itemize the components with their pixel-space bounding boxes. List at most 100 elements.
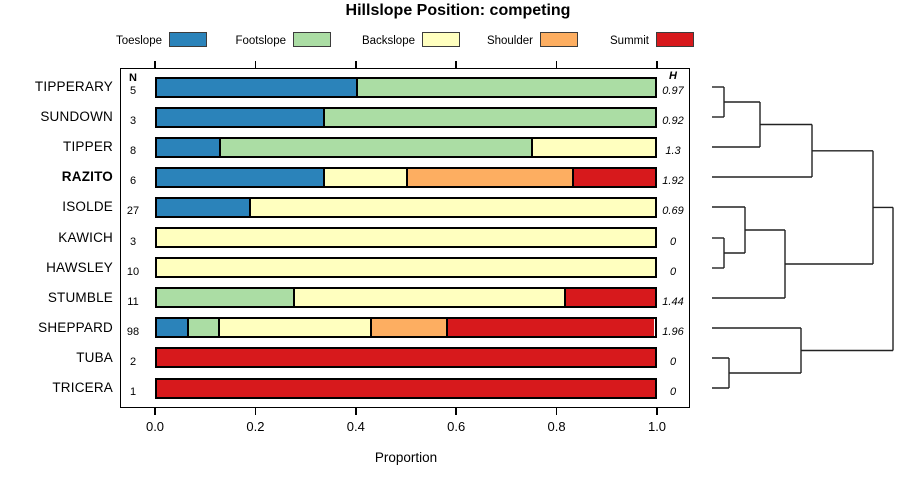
row-label: STUMBLE xyxy=(47,289,113,305)
row-h-value: 1.44 xyxy=(662,295,684,308)
row-label: TRICERA xyxy=(52,380,113,395)
n-column-header: N xyxy=(129,72,137,84)
bar-segment-backslope xyxy=(249,198,655,216)
bar-segment-toeslope xyxy=(157,319,188,337)
bar-segment-footslope xyxy=(219,138,531,156)
stacked-bar xyxy=(155,317,657,339)
x-tick-bottom xyxy=(656,408,658,415)
plot-box xyxy=(120,68,690,408)
row-label: KAWICH xyxy=(58,229,113,245)
x-tick-bottom xyxy=(455,408,457,415)
stacked-bar xyxy=(155,287,657,309)
bar-segment-shoulder xyxy=(405,168,572,186)
x-tick-label: 0.8 xyxy=(547,419,566,434)
row-label: TIPPERARY xyxy=(34,79,113,94)
bar-segment-backslope xyxy=(322,168,406,186)
x-tick-label: 1.0 xyxy=(647,419,667,434)
row-h-value: 0 xyxy=(669,355,677,368)
row-h-value: 0.97 xyxy=(662,85,684,97)
legend-swatch xyxy=(540,32,578,47)
row-n-value: 11 xyxy=(127,295,139,308)
x-tick-label: 0.0 xyxy=(145,419,165,434)
stacked-bar xyxy=(155,227,657,248)
row-n-value: 98 xyxy=(126,325,140,338)
bar-segment-summit xyxy=(157,349,655,367)
x-tick-bottom xyxy=(355,408,357,415)
x-tick-top xyxy=(154,61,156,68)
x-tick-top xyxy=(555,61,558,68)
row-h-value: 0 xyxy=(669,265,677,278)
row-h-value: 1.3 xyxy=(665,145,681,158)
x-tick-bottom xyxy=(254,408,257,415)
row-n-value: 6 xyxy=(129,175,137,188)
bar-segment-backslope xyxy=(292,289,565,307)
bar-segment-footslope xyxy=(157,289,293,307)
bar-segment-footslope xyxy=(322,108,655,126)
bar-segment-toeslope xyxy=(157,78,357,96)
row-h-value: 0.92 xyxy=(662,115,684,128)
legend-item-label: Footslope xyxy=(235,35,286,47)
row-label: HAWSLEY xyxy=(46,259,113,275)
x-tick-label: 0.4 xyxy=(346,419,365,434)
row-n-value: 10 xyxy=(126,265,140,278)
bar-segment-toeslope xyxy=(157,198,250,216)
row-label: SUNDOWN xyxy=(40,109,113,125)
bar-segment-summit xyxy=(564,289,655,307)
legend-item-label: Summit xyxy=(610,35,649,47)
row-n-value: 2 xyxy=(129,355,137,368)
h-column-header: H xyxy=(669,70,677,82)
row-n-value: 3 xyxy=(129,115,137,128)
bar-segment-shoulder xyxy=(370,319,447,337)
row-n-value: 5 xyxy=(129,85,137,97)
stacked-bar xyxy=(155,257,657,279)
row-label: TIPPER xyxy=(63,139,113,155)
bar-segment-footslope xyxy=(187,319,218,337)
bar-segment-backslope xyxy=(157,229,655,246)
legend-swatch xyxy=(656,32,694,47)
x-tick-bottom xyxy=(555,408,558,415)
row-label: SHEPPARD xyxy=(38,319,113,335)
x-tick-top xyxy=(455,61,457,68)
stacked-bar xyxy=(155,136,657,158)
bar-segment-backslope xyxy=(217,319,371,337)
row-h-value: 1.92 xyxy=(662,175,684,188)
bar-segment-summit xyxy=(446,319,655,337)
row-label: ISOLDE xyxy=(62,199,113,215)
x-tick-top xyxy=(656,61,658,68)
legend-item-label: Backslope xyxy=(361,35,415,47)
chart-title: Hillslope Position: competing xyxy=(345,2,571,19)
row-n-value: 27 xyxy=(126,205,140,218)
bar-segment-toeslope xyxy=(157,108,323,126)
row-h-value: 0 xyxy=(669,386,677,398)
row-n-value: 3 xyxy=(129,235,137,248)
bar-segment-summit xyxy=(571,168,655,186)
bar-segment-footslope xyxy=(356,78,655,96)
legend-swatch xyxy=(169,32,207,47)
row-n-value: 8 xyxy=(129,145,137,158)
row-label: RAZITO xyxy=(61,169,113,185)
x-tick-top xyxy=(254,61,257,68)
stacked-bar xyxy=(155,106,657,128)
legend-swatch xyxy=(422,32,460,47)
stacked-bar xyxy=(155,166,657,188)
stacked-bar xyxy=(155,377,657,399)
bar-segment-summit xyxy=(157,379,655,397)
stacked-bar xyxy=(155,196,657,218)
x-tick-label: 0.2 xyxy=(246,419,265,434)
legend-swatch xyxy=(293,32,331,47)
stacked-bar xyxy=(155,76,657,98)
bar-segment-toeslope xyxy=(157,138,220,156)
legend-item-label: Shoulder xyxy=(486,35,533,47)
x-tick-label: 0.6 xyxy=(447,419,466,434)
bar-segment-backslope xyxy=(530,138,655,156)
x-axis-label: Proportion xyxy=(374,450,438,465)
bar-segment-backslope xyxy=(157,259,655,277)
legend-item-label: Toeslope xyxy=(115,35,162,47)
x-tick-bottom xyxy=(154,408,156,415)
x-tick-top xyxy=(355,61,357,68)
row-h-value: 1.96 xyxy=(662,325,684,338)
row-label: TUBA xyxy=(76,349,113,365)
row-n-value: 1 xyxy=(129,386,137,398)
